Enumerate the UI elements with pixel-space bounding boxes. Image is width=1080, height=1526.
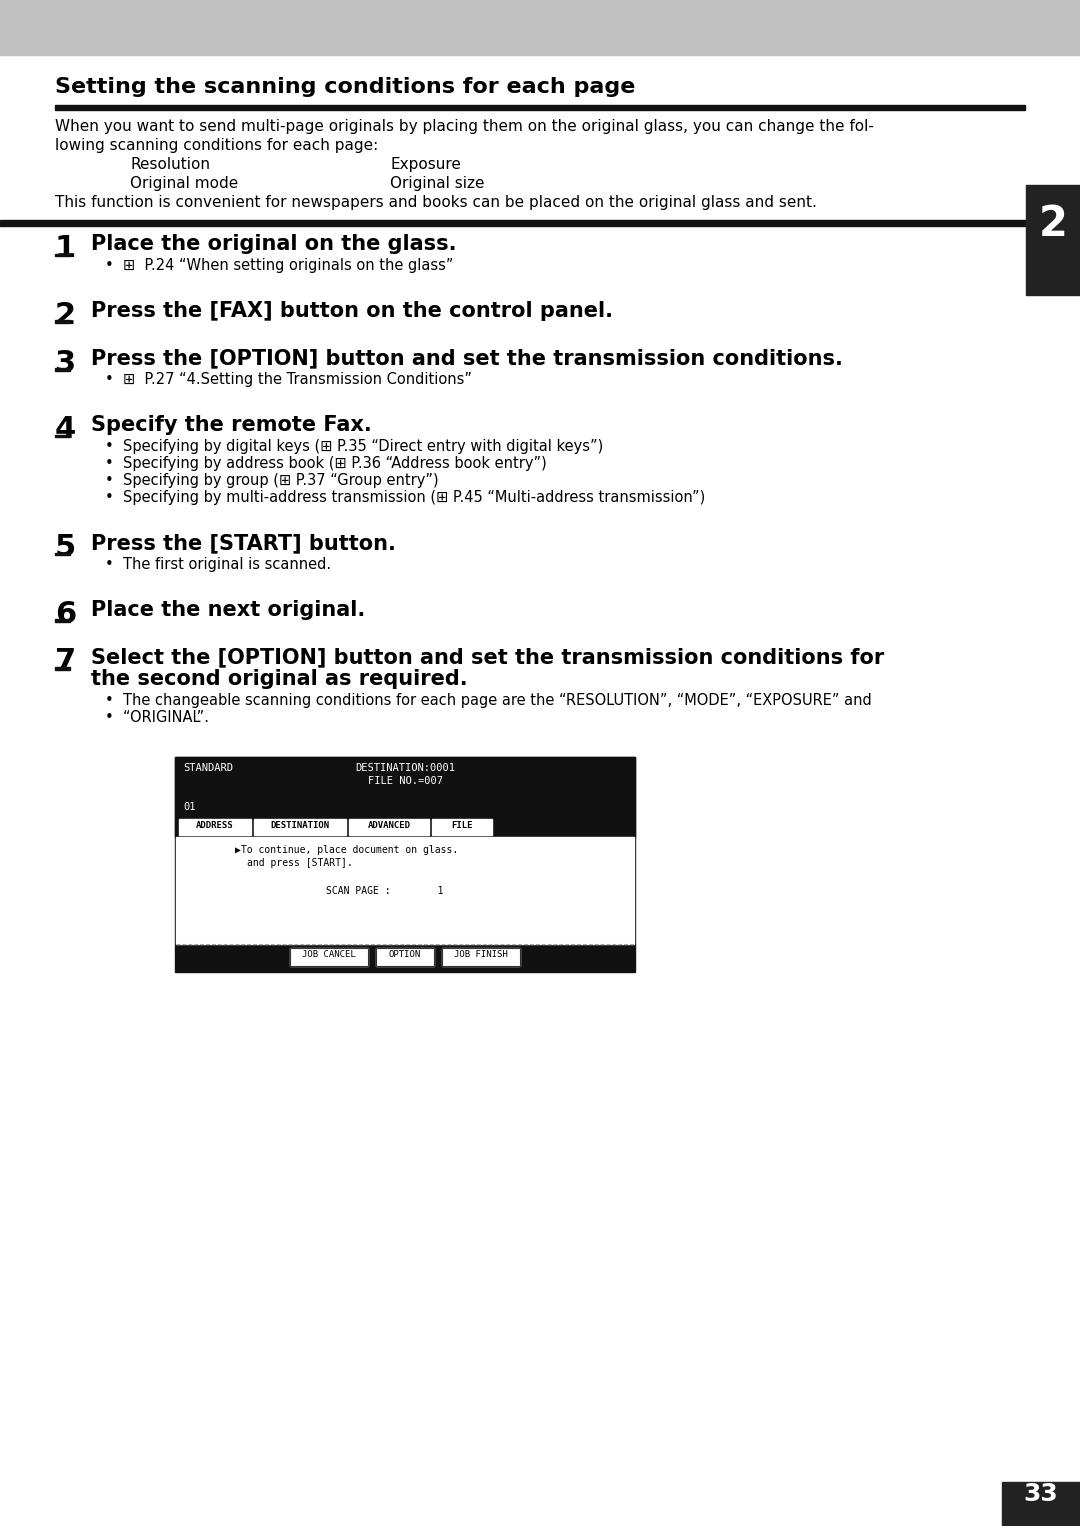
Bar [175,757,635,972]
Bar [179,819,251,835]
Bar [55,320,70,324]
Bar [254,819,346,835]
Text: 3: 3 [55,348,76,377]
Text: 2: 2 [55,301,76,330]
Bar [175,800,635,816]
Bar [1002,1482,1080,1526]
Text: FILE NO.=007: FILE NO.=007 [367,777,443,786]
Text: 5: 5 [55,533,77,562]
Text: •  The changeable scanning conditions for each page are the “RESOLUTION”, “MODE”: • The changeable scanning conditions for… [105,693,872,708]
Text: Press the [OPTION] button and set the transmission conditions.: Press the [OPTION] button and set the tr… [91,348,842,368]
Text: 6: 6 [55,600,77,629]
Text: 4: 4 [55,415,77,444]
Text: •  ⊞  P.24 “When setting originals on the glass”: • ⊞ P.24 “When setting originals on the … [105,258,454,273]
Text: 1: 1 [55,233,77,262]
Bar [176,836,634,945]
Text: •  Specifying by multi-address transmission (⊞ P.45 “Multi-address transmission”: • Specifying by multi-address transmissi… [105,490,705,505]
Bar [0,220,1080,226]
Bar [376,948,434,966]
Bar [175,816,635,836]
Bar [55,620,70,623]
Text: •  Specifying by group (⊞ P.37 “Group entry”): • Specifying by group (⊞ P.37 “Group ent… [105,473,438,488]
Bar [442,948,519,966]
Text: the second original as required.: the second original as required. [91,670,468,690]
Bar [175,757,635,800]
Text: lowing scanning conditions for each page:: lowing scanning conditions for each page… [55,137,378,153]
Bar [349,819,429,835]
Text: •  “ORIGINAL”.: • “ORIGINAL”. [105,710,210,725]
Text: ADDRESS: ADDRESS [197,821,233,830]
Text: •  ⊞  P.27 “4.Setting the Transmission Conditions”: • ⊞ P.27 “4.Setting the Transmission Con… [105,372,472,388]
Bar [442,948,519,966]
Text: Press the [START] button.: Press the [START] button. [91,533,396,552]
Text: Press the [FAX] button on the control panel.: Press the [FAX] button on the control pa… [91,301,613,320]
Bar [55,253,70,256]
Text: 33: 33 [1024,1482,1058,1506]
Text: Setting the scanning conditions for each page: Setting the scanning conditions for each… [55,76,635,98]
Text: Exposure: Exposure [390,157,461,172]
Text: Original size: Original size [390,175,485,191]
Text: JOB CANCEL: JOB CANCEL [302,951,356,958]
Text: Resolution: Resolution [130,157,210,172]
Text: Original mode: Original mode [130,175,239,191]
Bar [55,552,70,555]
Text: Select the [OPTION] button and set the transmission conditions for: Select the [OPTION] button and set the t… [91,647,885,667]
Bar [1026,185,1080,295]
Text: JOB FINISH: JOB FINISH [454,951,508,958]
Text: SCAN PAGE :        1: SCAN PAGE : 1 [326,887,444,896]
Text: ▶To continue, place document on glass.: ▶To continue, place document on glass. [235,845,458,855]
Text: Place the original on the glass.: Place the original on the glass. [91,233,457,253]
Bar [55,667,70,670]
Text: ADVANCED: ADVANCED [367,821,410,830]
Text: •  The first original is scanned.: • The first original is scanned. [105,557,332,572]
Bar [0,0,1080,55]
Text: 7: 7 [55,647,76,676]
Text: and press [START].: and press [START]. [247,858,353,868]
Bar [55,435,70,438]
Bar [376,948,434,966]
Bar [432,819,492,835]
Text: DESTINATION:0001: DESTINATION:0001 [355,763,455,774]
Text: •  Specifying by address book (⊞ P.36 “Address book entry”): • Specifying by address book (⊞ P.36 “Ad… [105,456,546,472]
Bar [55,368,70,371]
Text: FILE: FILE [451,821,473,830]
Text: DESTINATION: DESTINATION [270,821,329,830]
Text: STANDARD: STANDARD [183,763,233,774]
Bar [291,948,368,966]
Text: 2: 2 [1039,203,1067,246]
Text: 01: 01 [183,803,195,812]
Text: Place the next original.: Place the next original. [91,600,365,620]
Text: This function is convenient for newspapers and books can be placed on the origin: This function is convenient for newspape… [55,195,816,211]
Text: When you want to send multi-page originals by placing them on the original glass: When you want to send multi-page origina… [55,119,874,134]
Text: OPTION: OPTION [389,951,421,958]
Bar [55,105,1025,110]
Text: Specify the remote Fax.: Specify the remote Fax. [91,415,372,435]
Text: •  Specifying by digital keys (⊞ P.35 “Direct entry with digital keys”): • Specifying by digital keys (⊞ P.35 “Di… [105,439,604,455]
Bar [291,948,368,966]
